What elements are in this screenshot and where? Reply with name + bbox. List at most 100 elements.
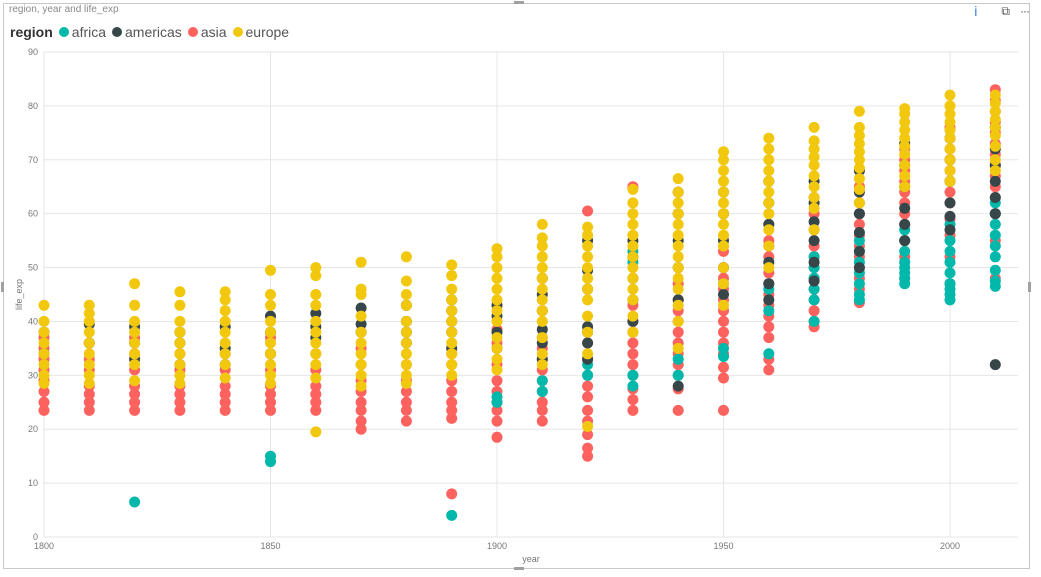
data-point-europe[interactable] [536, 348, 548, 360]
data-point-europe[interactable] [38, 348, 50, 360]
data-point-americas[interactable] [899, 218, 911, 230]
data-point-africa[interactable] [718, 342, 729, 354]
data-point-americas[interactable] [808, 216, 820, 228]
data-point-europe[interactable] [219, 286, 231, 298]
data-point-europe[interactable] [808, 170, 820, 182]
data-point-europe[interactable] [446, 259, 458, 271]
data-point-europe[interactable] [536, 232, 548, 244]
data-point-europe[interactable] [355, 337, 367, 349]
data-point-asia[interactable] [265, 396, 276, 408]
data-point-africa[interactable] [989, 275, 1001, 287]
data-point-europe[interactable] [491, 243, 503, 255]
data-point-africa[interactable] [672, 369, 684, 381]
data-point-europe[interactable] [672, 229, 684, 241]
data-point-europe[interactable] [582, 421, 594, 432]
data-point-europe[interactable] [672, 240, 684, 252]
data-point-asia[interactable] [174, 404, 186, 416]
data-point-europe[interactable] [355, 283, 367, 295]
data-point-europe[interactable] [310, 426, 322, 438]
data-point-europe[interactable] [627, 183, 639, 195]
data-point-europe[interactable] [446, 270, 458, 282]
data-point-americas[interactable] [808, 275, 820, 287]
data-point-asia[interactable] [582, 391, 594, 403]
data-point-europe[interactable] [627, 240, 639, 252]
data-point-europe[interactable] [672, 197, 684, 209]
data-point-europe[interactable] [129, 278, 141, 290]
legend-item-africa[interactable]: africa [58, 24, 106, 40]
data-point-europe[interactable] [174, 369, 186, 381]
data-point-europe[interactable] [944, 108, 956, 120]
data-point-europe[interactable] [808, 159, 820, 171]
data-point-europe[interactable] [265, 315, 276, 327]
data-point-europe[interactable] [446, 305, 458, 317]
data-point-americas[interactable] [355, 302, 367, 314]
data-point-europe[interactable] [400, 359, 412, 371]
data-point-europe[interactable] [355, 359, 367, 371]
data-point-europe[interactable] [83, 299, 95, 311]
data-point-africa[interactable] [899, 245, 911, 257]
data-point-europe[interactable] [944, 154, 956, 166]
data-point-europe[interactable] [582, 294, 594, 306]
data-point-asia[interactable] [582, 429, 594, 441]
data-point-asia[interactable] [763, 332, 775, 344]
data-point-asia[interactable] [446, 488, 458, 500]
data-point-europe[interactable] [627, 262, 639, 274]
data-point-asia[interactable] [174, 396, 186, 408]
data-point-europe[interactable] [129, 337, 141, 349]
data-point-europe[interactable] [944, 132, 956, 144]
data-point-europe[interactable] [83, 307, 95, 319]
data-point-americas[interactable] [355, 318, 367, 330]
data-point-europe[interactable] [718, 197, 729, 209]
data-point-europe[interactable] [219, 348, 231, 360]
data-point-europe[interactable] [899, 159, 911, 171]
data-point-asia[interactable] [265, 388, 276, 400]
data-point-europe[interactable] [944, 124, 956, 136]
data-point-europe[interactable] [944, 100, 956, 112]
data-point-americas[interactable] [808, 256, 820, 268]
data-point-americas[interactable] [763, 294, 775, 306]
data-point-africa[interactable] [853, 289, 865, 300]
data-point-asia[interactable] [944, 186, 956, 198]
data-point-europe[interactable] [38, 315, 50, 327]
data-point-africa[interactable] [808, 315, 820, 327]
data-point-asia[interactable] [491, 404, 503, 416]
data-point-europe[interactable] [718, 175, 729, 187]
data-point-europe[interactable] [853, 130, 865, 141]
data-point-asia[interactable] [718, 372, 729, 384]
data-point-europe[interactable] [400, 315, 412, 327]
data-point-europe[interactable] [718, 186, 729, 198]
data-point-europe[interactable] [989, 154, 1001, 166]
data-point-europe[interactable] [718, 278, 729, 290]
data-point-europe[interactable] [265, 337, 276, 349]
data-point-europe[interactable] [808, 121, 820, 133]
data-point-asia[interactable] [446, 396, 458, 408]
data-point-europe[interactable] [219, 372, 231, 384]
data-point-europe[interactable] [853, 197, 865, 209]
data-point-europe[interactable] [400, 337, 412, 349]
data-point-americas[interactable] [853, 227, 865, 238]
data-point-europe[interactable] [310, 359, 322, 371]
data-point-asia[interactable] [718, 315, 729, 327]
data-point-africa[interactable] [808, 294, 820, 306]
data-point-europe[interactable] [310, 299, 322, 311]
data-point-europe[interactable] [627, 294, 639, 306]
data-point-europe[interactable] [944, 89, 956, 101]
data-point-africa[interactable] [944, 278, 956, 290]
legend-item-americas[interactable]: americas [112, 24, 182, 40]
data-point-africa[interactable] [627, 369, 639, 381]
data-point-asia[interactable] [582, 404, 594, 416]
data-point-europe[interactable] [763, 132, 775, 144]
data-point-europe[interactable] [808, 181, 820, 193]
data-point-europe[interactable] [219, 326, 231, 338]
data-point-asia[interactable] [355, 404, 367, 416]
data-point-europe[interactable] [536, 283, 548, 295]
data-point-asia[interactable] [582, 442, 594, 454]
data-point-europe[interactable] [38, 359, 50, 371]
data-point-europe[interactable] [310, 348, 322, 360]
data-point-asia[interactable] [129, 388, 141, 400]
data-point-americas[interactable] [989, 359, 1001, 371]
data-point-europe[interactable] [672, 299, 684, 311]
data-point-europe[interactable] [355, 348, 367, 360]
data-point-africa[interactable] [627, 380, 639, 392]
data-point-americas[interactable] [853, 262, 865, 274]
